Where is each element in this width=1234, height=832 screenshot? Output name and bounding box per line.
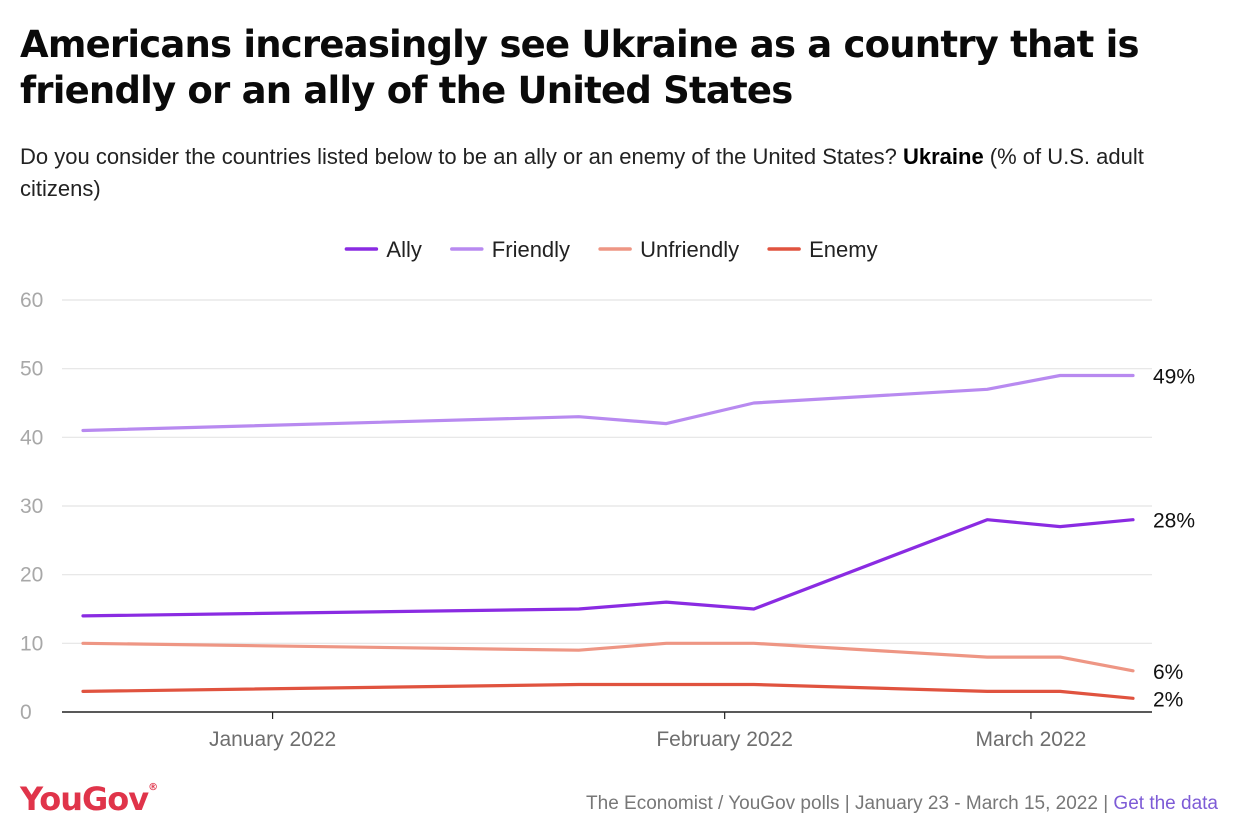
line-chart: Ally Friendly Unfriendly Enemy 0 10 20 30 40 50 6…	[20, 237, 1195, 751]
subtitle-prefix: Do you consider the countries listed bel…	[20, 144, 903, 169]
x-tick-label-january-2022: January 2022	[209, 728, 336, 751]
subtitle-country: Ukraine	[902, 144, 984, 169]
y-tick-label-40: 40	[20, 426, 43, 449]
end-label-unfriendly: 6%	[1153, 661, 1183, 684]
chart-subtitle: Do you consider the countries listed bel…	[20, 141, 1210, 205]
x-axis: January 2022 February 2022 March 2022	[209, 712, 1086, 751]
chart-gridlines	[62, 299, 1152, 644]
end-label-ally: 28%	[1153, 510, 1195, 533]
legend-label-enemy: Enemy	[809, 237, 877, 262]
legend-label-friendly: Friendly	[492, 237, 570, 262]
get-the-data-link[interactable]: Get the data	[1113, 793, 1218, 814]
y-tick-label-0: 0	[20, 701, 32, 724]
logo-registered-mark: ®	[148, 782, 158, 793]
subtitle-suffix: (% of U.S. adult citizens)	[20, 144, 1144, 201]
x-tick-label-february-2022: February 2022	[656, 728, 793, 751]
y-tick-label-30: 30	[20, 495, 43, 518]
end-labels: 49% 28% 6% 2%	[1153, 366, 1195, 712]
legend-label-unfriendly: Unfriendly	[640, 237, 739, 262]
y-tick-label-20: 20	[20, 564, 43, 587]
end-label-enemy: 2%	[1153, 688, 1183, 711]
y-tick-label-10: 10	[20, 632, 43, 655]
series-line-unfriendly	[81, 641, 1135, 673]
y-tick-label-60: 60	[20, 289, 43, 312]
legend-item-enemy: Enemy	[767, 237, 878, 262]
logo-text: YouGov	[20, 780, 149, 818]
source-text: The Economist / YouGov polls | January 2…	[586, 793, 1114, 814]
chart-title: Americans increasingly see Ukraine as a …	[20, 23, 1140, 112]
legend-item-ally: Ally	[344, 237, 422, 262]
legend-item-friendly: Friendly	[450, 237, 570, 262]
series-line-ally	[81, 518, 1135, 618]
series-line-friendly	[81, 373, 1135, 433]
legend-item-unfriendly: Unfriendly	[598, 237, 739, 262]
y-axis: 0 10 20 30 40 50 60	[20, 289, 1152, 724]
x-tick-label-march-2022: March 2022	[975, 728, 1086, 751]
chart-series	[81, 373, 1135, 700]
end-label-friendly: 49%	[1153, 366, 1195, 389]
series-line-enemy	[81, 682, 1135, 700]
legend-label-ally: Ally	[386, 237, 421, 262]
source-footer: The Economist / YouGov polls | January 2…	[586, 793, 1218, 815]
yougov-logo: YouGov®	[20, 780, 158, 818]
y-tick-label-50: 50	[20, 358, 43, 381]
chart-legend: Ally Friendly Unfriendly Enemy	[344, 237, 878, 262]
